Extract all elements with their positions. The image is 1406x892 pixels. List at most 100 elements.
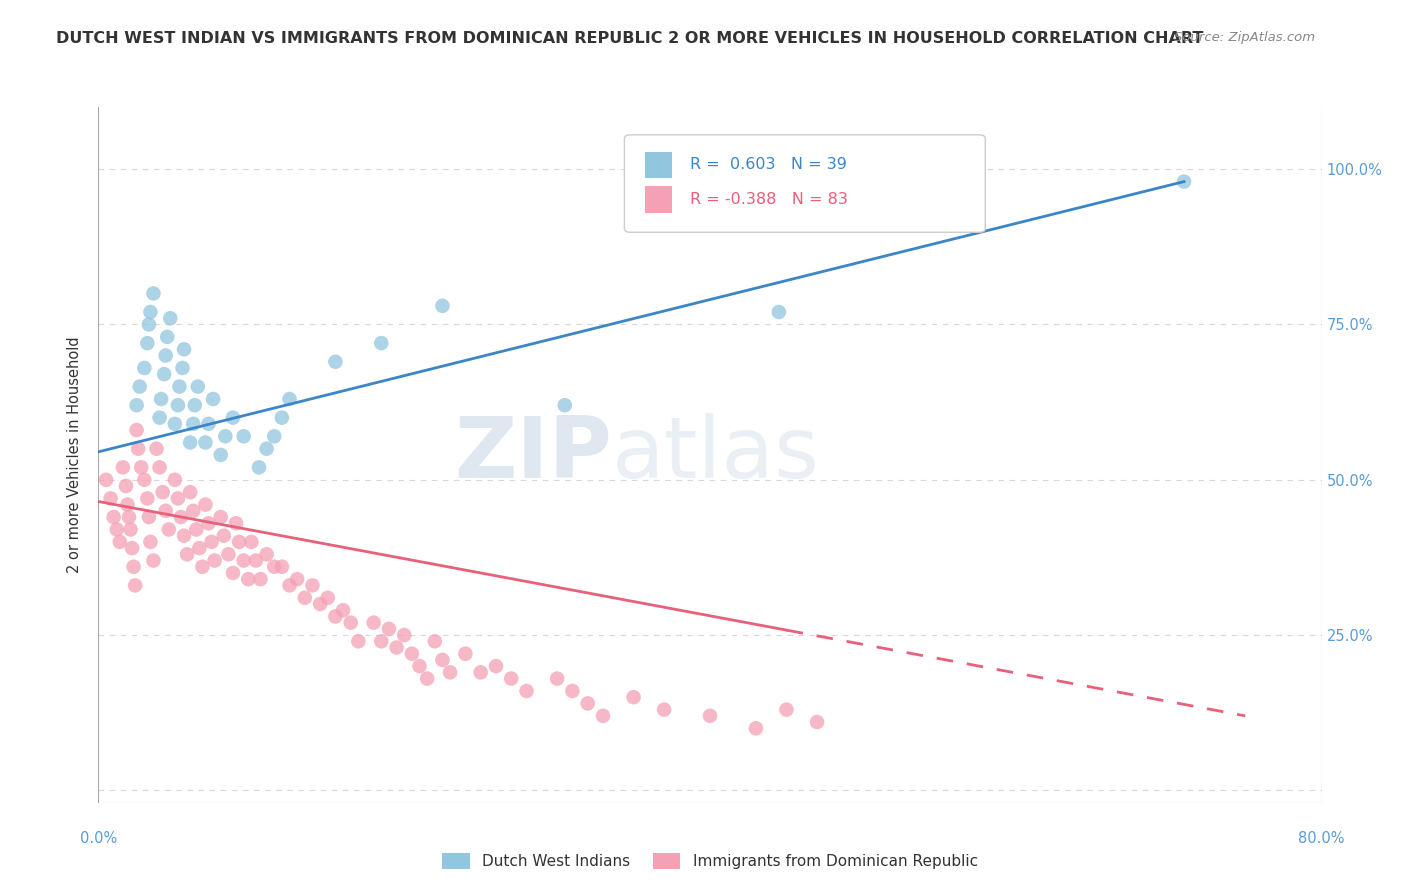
Point xyxy=(167,398,190,412)
Point xyxy=(170,510,193,524)
Point xyxy=(485,659,508,673)
Point xyxy=(270,410,292,425)
Point xyxy=(152,485,174,500)
Point xyxy=(806,714,828,729)
Point xyxy=(115,479,138,493)
Point xyxy=(134,361,156,376)
Point xyxy=(370,336,392,351)
Point xyxy=(432,653,454,667)
Point xyxy=(134,473,156,487)
Point xyxy=(209,448,232,462)
Point xyxy=(301,578,323,592)
Point xyxy=(238,572,260,586)
Point xyxy=(173,343,195,357)
Point xyxy=(124,578,146,592)
Point xyxy=(401,647,423,661)
Point xyxy=(155,349,177,363)
Point xyxy=(129,460,152,475)
Point xyxy=(149,410,172,425)
Point xyxy=(214,429,236,443)
Point xyxy=(278,578,301,592)
Point xyxy=(121,541,143,555)
Text: Source: ZipAtlas.com: Source: ZipAtlas.com xyxy=(1174,31,1315,45)
Point xyxy=(232,553,254,567)
Point xyxy=(200,534,222,549)
Point xyxy=(142,553,165,567)
Point xyxy=(623,690,645,705)
Point xyxy=(256,547,278,561)
Text: 0.0%: 0.0% xyxy=(80,831,117,846)
Point xyxy=(652,703,675,717)
Point xyxy=(546,672,568,686)
Point xyxy=(217,547,239,561)
FancyBboxPatch shape xyxy=(645,186,672,213)
Point xyxy=(153,367,176,381)
Legend: Dutch West Indians, Immigrants from Dominican Republic: Dutch West Indians, Immigrants from Domi… xyxy=(436,847,984,875)
Point xyxy=(325,609,347,624)
Point xyxy=(423,634,446,648)
Point xyxy=(501,672,523,686)
Point xyxy=(172,361,194,376)
Point xyxy=(278,392,301,406)
Text: R = -0.388   N = 83: R = -0.388 N = 83 xyxy=(690,192,848,207)
Point xyxy=(108,534,131,549)
Point xyxy=(122,559,145,574)
Point xyxy=(408,659,430,673)
Point xyxy=(145,442,167,456)
Point xyxy=(155,504,177,518)
Point xyxy=(209,510,232,524)
Point xyxy=(179,435,201,450)
Point xyxy=(150,392,173,406)
Point xyxy=(212,529,235,543)
Point xyxy=(294,591,316,605)
Point xyxy=(139,534,162,549)
Point xyxy=(197,516,219,531)
Point xyxy=(202,392,225,406)
Point xyxy=(100,491,122,506)
Point xyxy=(173,529,195,543)
Point xyxy=(247,460,270,475)
Point xyxy=(263,429,285,443)
Point xyxy=(187,379,209,393)
Point xyxy=(363,615,385,630)
Point xyxy=(128,379,150,393)
Point xyxy=(245,553,267,567)
Point xyxy=(745,721,768,735)
Point xyxy=(339,615,361,630)
Point xyxy=(228,534,250,549)
Point xyxy=(325,355,347,369)
Point xyxy=(378,622,401,636)
Point xyxy=(385,640,408,655)
Point xyxy=(127,442,149,456)
Point xyxy=(576,697,599,711)
Point xyxy=(347,634,370,648)
Text: atlas: atlas xyxy=(612,413,820,497)
Point xyxy=(309,597,332,611)
Point xyxy=(204,553,226,567)
Y-axis label: 2 or more Vehicles in Household: 2 or more Vehicles in Household xyxy=(67,336,83,574)
Point xyxy=(111,460,134,475)
Point xyxy=(197,417,219,431)
Text: 80.0%: 80.0% xyxy=(1298,831,1346,846)
Point xyxy=(285,572,308,586)
Point xyxy=(179,485,201,500)
Point xyxy=(125,423,148,437)
Point xyxy=(240,534,263,549)
Point xyxy=(103,510,125,524)
Point xyxy=(768,305,790,319)
Point xyxy=(94,473,117,487)
Point xyxy=(139,305,162,319)
Text: DUTCH WEST INDIAN VS IMMIGRANTS FROM DOMINICAN REPUBLIC 2 OR MORE VEHICLES IN HO: DUTCH WEST INDIAN VS IMMIGRANTS FROM DOM… xyxy=(56,31,1204,46)
Point xyxy=(232,429,254,443)
Point xyxy=(416,672,439,686)
Text: R =  0.603   N = 39: R = 0.603 N = 39 xyxy=(690,157,848,172)
Point xyxy=(159,311,181,326)
Point xyxy=(775,703,797,717)
Point xyxy=(188,541,211,555)
Point xyxy=(516,684,538,698)
Point xyxy=(120,523,142,537)
Point xyxy=(592,708,614,723)
Point xyxy=(118,510,141,524)
Point xyxy=(156,330,179,344)
Point xyxy=(194,435,217,450)
